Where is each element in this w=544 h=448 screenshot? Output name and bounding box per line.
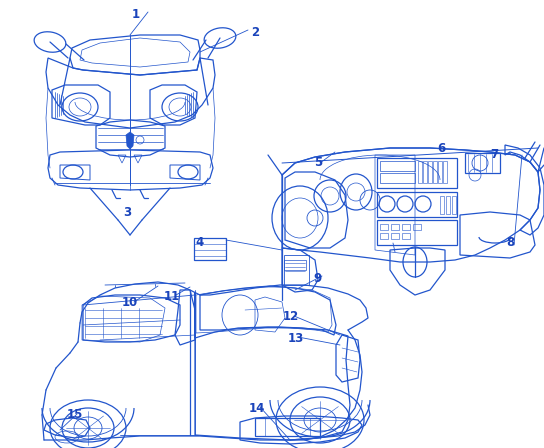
Text: 3: 3 <box>123 206 131 219</box>
Text: 14: 14 <box>249 401 265 414</box>
Text: 10: 10 <box>122 297 138 310</box>
Bar <box>380 161 415 171</box>
Bar <box>380 224 388 230</box>
Text: 7: 7 <box>490 148 498 161</box>
Bar <box>452 196 456 214</box>
Text: 1: 1 <box>132 8 140 21</box>
Text: 4: 4 <box>196 237 204 250</box>
Bar <box>380 173 415 183</box>
Text: 15: 15 <box>67 409 83 422</box>
Bar <box>402 233 410 239</box>
Text: 2: 2 <box>251 26 259 39</box>
Bar <box>446 196 450 214</box>
Bar <box>391 224 399 230</box>
Text: 13: 13 <box>288 332 304 345</box>
Text: 12: 12 <box>283 310 299 323</box>
Polygon shape <box>126 132 134 149</box>
Bar <box>391 233 399 239</box>
Bar <box>194 238 226 260</box>
Bar <box>284 255 309 285</box>
Bar <box>440 196 444 214</box>
Bar <box>413 224 421 230</box>
Bar <box>284 260 306 270</box>
Bar <box>418 161 422 183</box>
Bar <box>438 161 442 183</box>
Text: 5: 5 <box>314 156 322 169</box>
Text: 6: 6 <box>437 142 445 155</box>
Bar <box>377 192 457 217</box>
Text: 9: 9 <box>314 271 322 284</box>
Bar <box>402 224 410 230</box>
Bar <box>255 418 320 436</box>
Bar <box>428 161 432 183</box>
Bar <box>377 220 457 245</box>
Bar <box>380 233 388 239</box>
Text: 11: 11 <box>164 289 180 302</box>
Text: 8: 8 <box>506 237 514 250</box>
Bar <box>377 158 457 188</box>
Bar <box>423 161 427 183</box>
Bar <box>465 153 500 173</box>
Bar <box>433 161 437 183</box>
Bar <box>443 161 447 183</box>
